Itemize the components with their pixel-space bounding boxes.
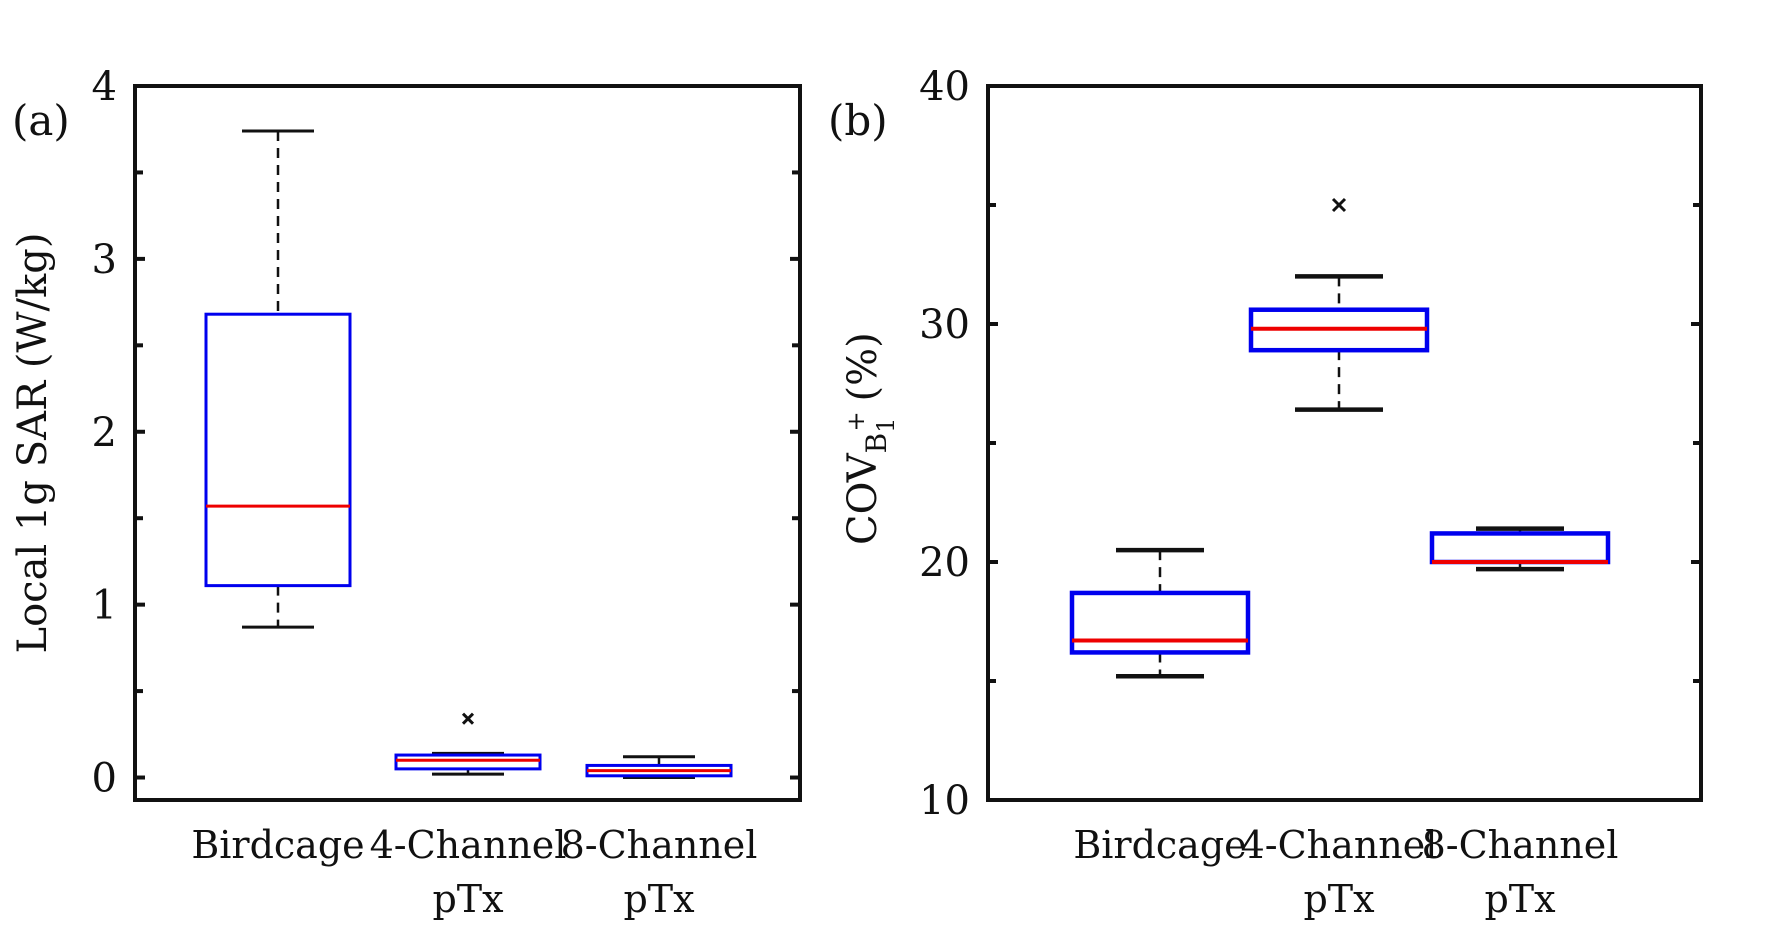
- panel-a-ytick-label-1: 1: [92, 583, 117, 629]
- panel-b-category-2-line2: pTx: [1484, 877, 1555, 921]
- panel-b-chart: (b) COVB1+ (%) 10 20 30 40 Birdcage4-Channel…: [828, 64, 1703, 921]
- panel-a-y-axis-title: Local 1g SAR (W/kg): [10, 233, 56, 654]
- panel-a-ytick-label-3: 3: [92, 237, 117, 283]
- panel-b-category-1-line1: 4-Channel: [1241, 823, 1438, 867]
- panel-b-ytick-label-1: 20: [919, 540, 970, 586]
- panel-b-category-1-line2: pTx: [1303, 877, 1374, 921]
- panel-b-plot-frame: [986, 84, 1703, 802]
- box-b-2-iqr-box: [1429, 531, 1611, 565]
- panel-a-ytick-label-0: 0: [92, 756, 117, 802]
- panel-a-y-ticks: 0 1 2 3 4: [92, 64, 800, 802]
- panel-b-ytick-label-2: 30: [919, 302, 970, 348]
- panel-b-label: (b): [828, 96, 888, 145]
- box-a-0-iqr-box: [204, 312, 352, 588]
- panel-a-label: (a): [12, 96, 70, 145]
- panel-a-x-categories: Birdcage 4-Channel pTx 8-Channel pTx: [191, 823, 757, 921]
- panel-a-boxes: [204, 129, 733, 780]
- panel-b-y-ticks: 10 20 30 40: [919, 64, 1701, 824]
- panel-b-ylabel-subsub: 1: [872, 418, 900, 433]
- panel-b-category-2-line1: 8-Channel: [1422, 823, 1619, 867]
- panel-b-ytick-label-0: 10: [919, 778, 970, 824]
- panel-b-ylabel-sup: +: [842, 411, 870, 431]
- panel-a-ytick-label-2: 2: [92, 410, 117, 456]
- panel-b-ylabel-unit: (%): [840, 332, 886, 401]
- panel-a-chart: (a) Local 1g SAR (W/kg) 0 1 2 3 4 Birdcage 4-…: [10, 64, 802, 921]
- panel-b-category-0-line1: Birdcage: [1073, 823, 1246, 867]
- panel-b-boxes: [1069, 197, 1611, 679]
- panel-a-plot-frame: [133, 84, 802, 802]
- panel-b-ylabel-sub: B: [860, 433, 893, 454]
- box-b-1-outlier-0: [1331, 197, 1347, 213]
- box-a-1-outlier-0: [461, 712, 475, 725]
- panel-b-ytick-label-3: 40: [919, 64, 970, 110]
- panel-a-category-0-line1: Birdcage: [191, 823, 364, 867]
- panel-b-y-axis-title: COVB1+ (%): [840, 332, 900, 545]
- box-b-0-iqr-box: [1069, 590, 1251, 655]
- panel-a-ytick-label-4: 4: [92, 64, 117, 110]
- panel-a-category-2-line2: pTx: [623, 877, 694, 921]
- panel-b-ylabel-base: COV: [840, 452, 886, 545]
- panel-a-category-2-line1: 8-Channel: [561, 823, 758, 867]
- panel-a-category-1-line2: pTx: [432, 877, 503, 921]
- box-a-1-iqr-box: [394, 753, 542, 771]
- panel-a-category-1-line1: 4-Channel: [370, 823, 567, 867]
